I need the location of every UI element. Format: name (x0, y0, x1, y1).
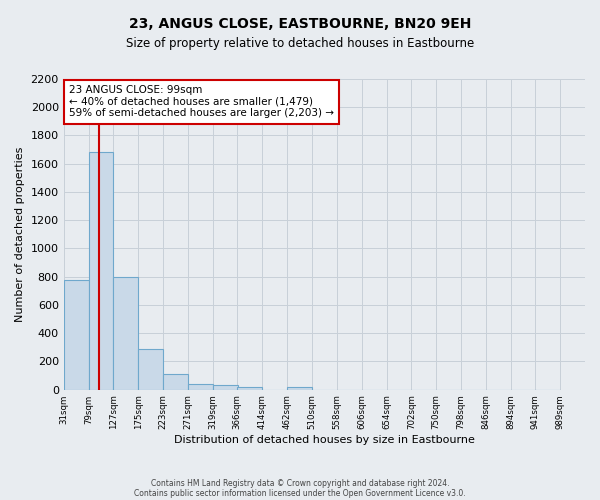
Bar (237, 387, 262, 390)
Y-axis label: Number of detached properties: Number of detached properties (15, 146, 25, 322)
Text: 23 ANGUS CLOSE: 99sqm
← 40% of detached houses are smaller (1,479)
59% of semi-d: 23 ANGUS CLOSE: 99sqm ← 40% of detached … (69, 85, 334, 118)
Text: Contains HM Land Registry data © Crown copyright and database right 2024.: Contains HM Land Registry data © Crown c… (151, 478, 449, 488)
Text: Size of property relative to detached houses in Eastbourne: Size of property relative to detached ho… (126, 38, 474, 51)
Bar (113, 276, 138, 390)
Text: Contains public sector information licensed under the Open Government Licence v3: Contains public sector information licen… (134, 488, 466, 498)
Text: 23, ANGUS CLOSE, EASTBOURNE, BN20 9EH: 23, ANGUS CLOSE, EASTBOURNE, BN20 9EH (129, 18, 471, 32)
Bar (89, 152, 113, 390)
Bar (287, 387, 312, 390)
Bar (213, 386, 238, 390)
Bar (163, 374, 188, 390)
Bar (64, 280, 89, 390)
X-axis label: Distribution of detached houses by size in Eastbourne: Distribution of detached houses by size … (174, 435, 475, 445)
Bar (188, 384, 213, 390)
Bar (138, 349, 163, 390)
